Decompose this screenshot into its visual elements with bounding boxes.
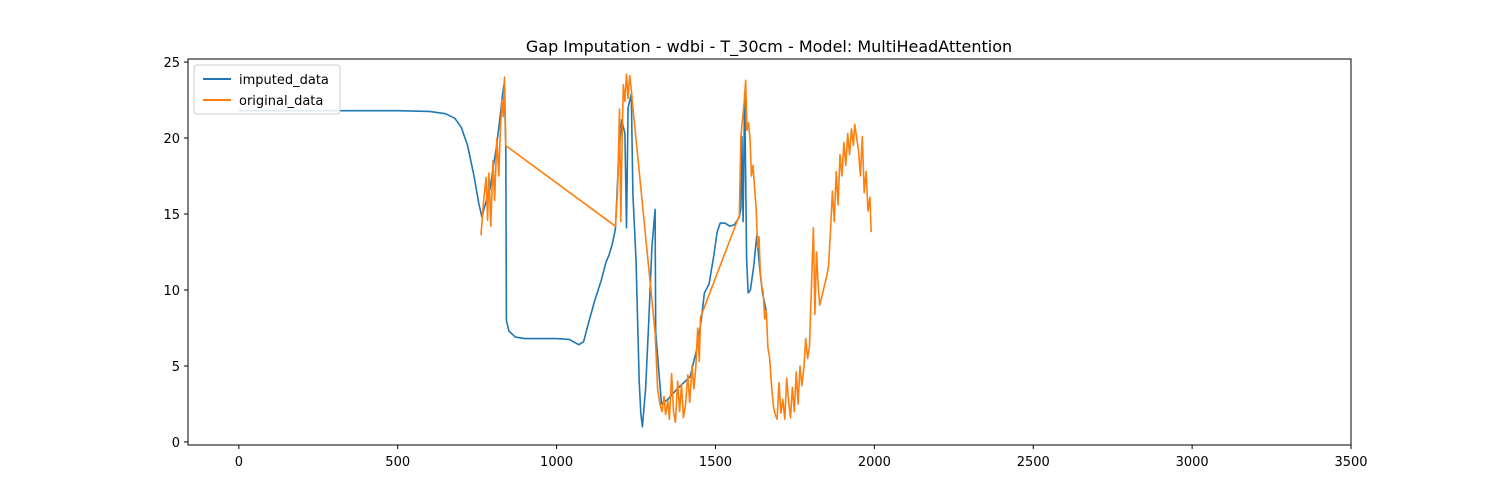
y-axis: 0 5 10 15 20 25 — [163, 56, 188, 451]
y-tick-label: 10 — [163, 284, 180, 299]
y-tick-label: 0 — [172, 436, 180, 451]
x-axis: 0 500 1000 1500 2000 2500 3000 3500 — [235, 445, 1368, 470]
y-tick-label: 20 — [163, 132, 180, 147]
x-tick-label: 3500 — [1334, 455, 1367, 470]
x-tick-label: 500 — [385, 455, 410, 470]
y-tick-label: 25 — [163, 56, 180, 71]
plot-area — [187, 58, 1352, 446]
y-tick-label: 5 — [172, 360, 180, 375]
legend-label-imputed-data: imputed_data — [239, 73, 329, 88]
legend-label-original-data: original_data — [239, 94, 323, 109]
legend-box — [193, 64, 341, 115]
x-tick-label: 0 — [235, 455, 243, 470]
x-tick-label: 1500 — [699, 455, 732, 470]
x-tick-label: 3000 — [1176, 455, 1209, 470]
series-line-original-data — [480, 73, 872, 423]
x-tick-label: 2500 — [1017, 455, 1050, 470]
x-tick-label: 1000 — [540, 455, 573, 470]
x-tick-label: 2000 — [858, 455, 891, 470]
legend: imputed_data original_data — [193, 64, 341, 115]
y-tick-label: 15 — [163, 208, 180, 223]
chart-title: Gap Imputation - wdbi - T_30cm - Model: … — [526, 37, 1012, 57]
plot-frame — [187, 58, 1352, 446]
